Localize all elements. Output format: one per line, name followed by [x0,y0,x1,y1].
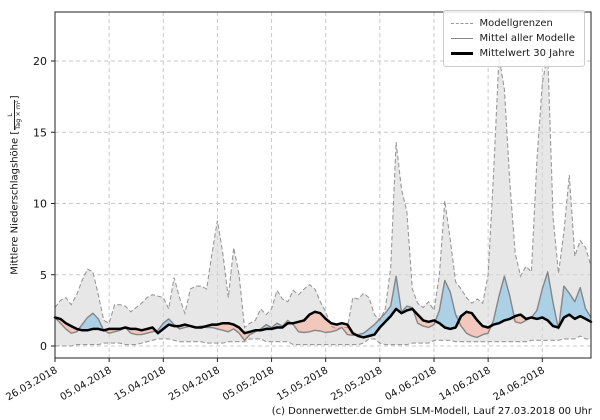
x-tick-label: 14.06.2018 [438,365,493,403]
mean-30y-line [53,307,593,339]
x-tick-label: 25.05.2018 [329,365,384,403]
y-tick-label: 10 [33,198,47,211]
gray-line-swatch [450,38,473,39]
legend-label: Mittelwert 30 Jahre [479,48,575,59]
x-tick-label: 15.04.2018 [113,365,168,403]
legend-item-modellgrenzen: Modellgrenzen [450,16,575,31]
black-line-swatch [450,52,473,55]
y-axis-title-text: Mittlere Niederschlagshöhe [9,137,21,275]
copyright-caption: (c) Donnerwetter.de GmbH SLM-Modell, Lau… [271,406,592,417]
model-mean-line [54,271,592,341]
legend-label: Mittel aller Modelle [479,33,575,44]
unit-denominator: Tag × m² [13,100,23,130]
axis-frame [54,11,592,359]
unit-numerator: L [6,113,14,117]
y-axis-title: Mittlere Niederschlagshöhe [L Tag × m²] [6,5,23,365]
x-tick-label: 05.05.2018 [221,365,276,403]
unit-bracket-close: ] [9,95,21,100]
unit-fraction: L Tag × m² [6,100,23,130]
x-tick-label: 05.04.2018 [59,365,114,403]
legend-item-mittel-aller-modelle: Mittel aller Modelle [450,31,575,46]
dashed-line-swatch [450,23,473,24]
x-tick-label: 24.06.2018 [492,365,547,403]
x-tick-label: 15.05.2018 [275,365,330,403]
y-tick-label: 5 [40,269,47,282]
model-min-line [55,335,591,347]
legend: Modellgrenzen Mittel aller Modelle Mitte… [442,10,585,67]
x-tick-label: 04.06.2018 [383,365,438,403]
legend-item-mittelwert-30-jahre: Mittelwert 30 Jahre [450,46,575,61]
x-tick-label: 26.03.2018 [4,365,59,403]
x-tick-label: 25.04.2018 [167,365,222,403]
above-normal-area [55,271,591,338]
legend-label: Modellgrenzen [479,18,553,29]
below-normal-area [55,308,591,341]
y-tick-label: 20 [33,55,47,68]
unit-bracket-open: [ [9,130,21,135]
y-tick-label: 15 [33,126,47,139]
y-tick-label: 0 [40,340,47,353]
